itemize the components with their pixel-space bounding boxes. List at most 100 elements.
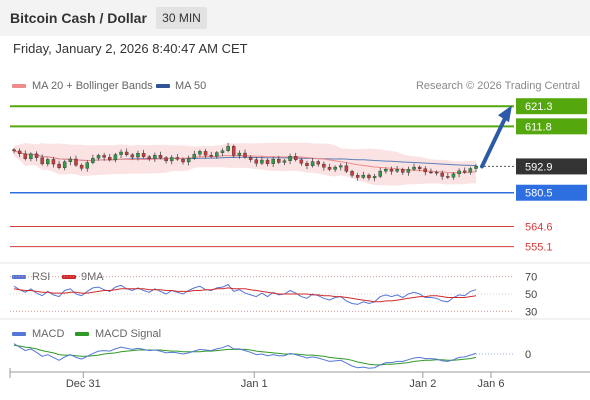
candle-body	[378, 170, 382, 177]
time-tick-label: Dec 31	[66, 378, 101, 390]
candle-body	[220, 150, 225, 153]
candle-body	[40, 157, 44, 165]
candle-body	[158, 154, 163, 158]
time-tick-label: Jan 2	[409, 378, 436, 390]
macd-signal-legend: MACD Signal	[95, 328, 162, 340]
candle-body	[124, 151, 129, 155]
candle-body	[119, 151, 123, 155]
candle-body	[293, 156, 298, 161]
candle-body	[12, 149, 16, 152]
candle-body	[434, 171, 439, 174]
rsi-legend: RSI	[32, 271, 51, 283]
candle-body	[260, 159, 264, 164]
chart-header: Bitcoin Cash / Dollar 30 MIN	[0, 0, 590, 36]
candle-body	[68, 158, 73, 162]
minor-support-label: 564.6	[525, 221, 553, 233]
candle-body	[130, 154, 135, 158]
candle-body	[164, 157, 168, 162]
candle-body	[108, 157, 112, 161]
candle-body	[327, 167, 332, 170]
rsi-ma-swatch	[62, 275, 76, 279]
candle-body	[34, 153, 39, 158]
candle-body	[147, 156, 151, 159]
candle-body	[305, 163, 309, 166]
candle-body	[423, 168, 428, 173]
support-label: 580.5	[525, 188, 553, 200]
rsi-tick-label: 50	[525, 289, 537, 301]
timestamp: Friday, January 2, 2026 8:40:47 AM CET	[13, 41, 248, 56]
candle-body	[361, 174, 366, 178]
minor-support-label: 555.1	[525, 242, 553, 254]
macd-legend: MACD	[32, 328, 65, 340]
candle-body	[440, 172, 444, 177]
candle-body	[85, 162, 89, 169]
candle-body	[468, 168, 473, 173]
candle-body	[231, 146, 236, 156]
macd-tick-label: 0	[525, 349, 531, 361]
ma50-swatch	[156, 84, 170, 88]
candle-body	[322, 163, 326, 168]
timeframe-badge[interactable]: 30 MIN	[156, 7, 207, 29]
candle-body	[113, 154, 118, 161]
candle-body	[282, 160, 287, 163]
candle-body	[237, 152, 242, 156]
candle-body	[141, 153, 146, 157]
candle-body	[136, 153, 140, 158]
time-tick-label: Jan 1	[241, 378, 268, 390]
candle-body	[372, 176, 377, 179]
instrument-title: Bitcoin Cash / Dollar	[10, 10, 147, 26]
forecast-arrow-shaft	[480, 114, 508, 169]
candle-body	[170, 157, 174, 162]
macd-signal-line	[13, 344, 477, 366]
candle-body	[74, 158, 78, 166]
candle-body	[198, 151, 202, 155]
candle-body	[446, 176, 450, 178]
ma50-legend: MA 50	[175, 80, 207, 92]
rsi-tick-label: 70	[525, 272, 537, 284]
support-tag	[516, 184, 587, 201]
candle-body	[474, 166, 478, 169]
candle-body	[17, 150, 22, 154]
candle-body	[29, 153, 33, 159]
candle-body	[316, 161, 320, 165]
candle-body	[91, 157, 95, 163]
rsi-tick-label: 30	[525, 306, 537, 318]
candle-body	[417, 166, 422, 169]
candle-body	[310, 161, 315, 166]
candle-body	[355, 175, 360, 178]
candle-body	[186, 157, 191, 163]
time-tick-label: Jan 6	[478, 378, 505, 390]
candle-body	[384, 168, 388, 172]
credit-text: Research © 2026 Trading Central	[415, 80, 580, 92]
candle-body	[57, 163, 61, 168]
resistance-label: 621.3	[525, 101, 553, 113]
ma20-legend: MA 20 + Bollinger Bands	[32, 80, 153, 92]
candle-body	[367, 174, 371, 179]
candle-body	[412, 166, 416, 170]
candle-body	[226, 146, 230, 151]
forecast-arrow-head	[498, 105, 512, 123]
candle-body	[243, 152, 247, 158]
macd-line	[13, 343, 477, 369]
resistance-tag	[516, 118, 587, 135]
candle-body	[203, 151, 208, 156]
candle-body	[79, 164, 84, 169]
candle-body	[462, 170, 467, 173]
candle-body	[406, 168, 411, 173]
candle-body	[451, 173, 456, 178]
macd-signal-swatch	[75, 332, 89, 336]
resistance-label: 611.8	[525, 121, 552, 133]
candle-body	[153, 154, 157, 159]
candle-body	[96, 155, 101, 159]
candle-body	[62, 161, 67, 168]
candle-body	[350, 171, 354, 176]
candle-body	[23, 153, 28, 159]
resistance-tag	[516, 98, 587, 115]
candle-body	[46, 159, 50, 165]
candle-body	[344, 165, 349, 172]
candle-body	[299, 159, 304, 164]
candle-body	[102, 155, 106, 158]
ma20-swatch	[12, 84, 26, 88]
candle-body	[395, 169, 399, 172]
